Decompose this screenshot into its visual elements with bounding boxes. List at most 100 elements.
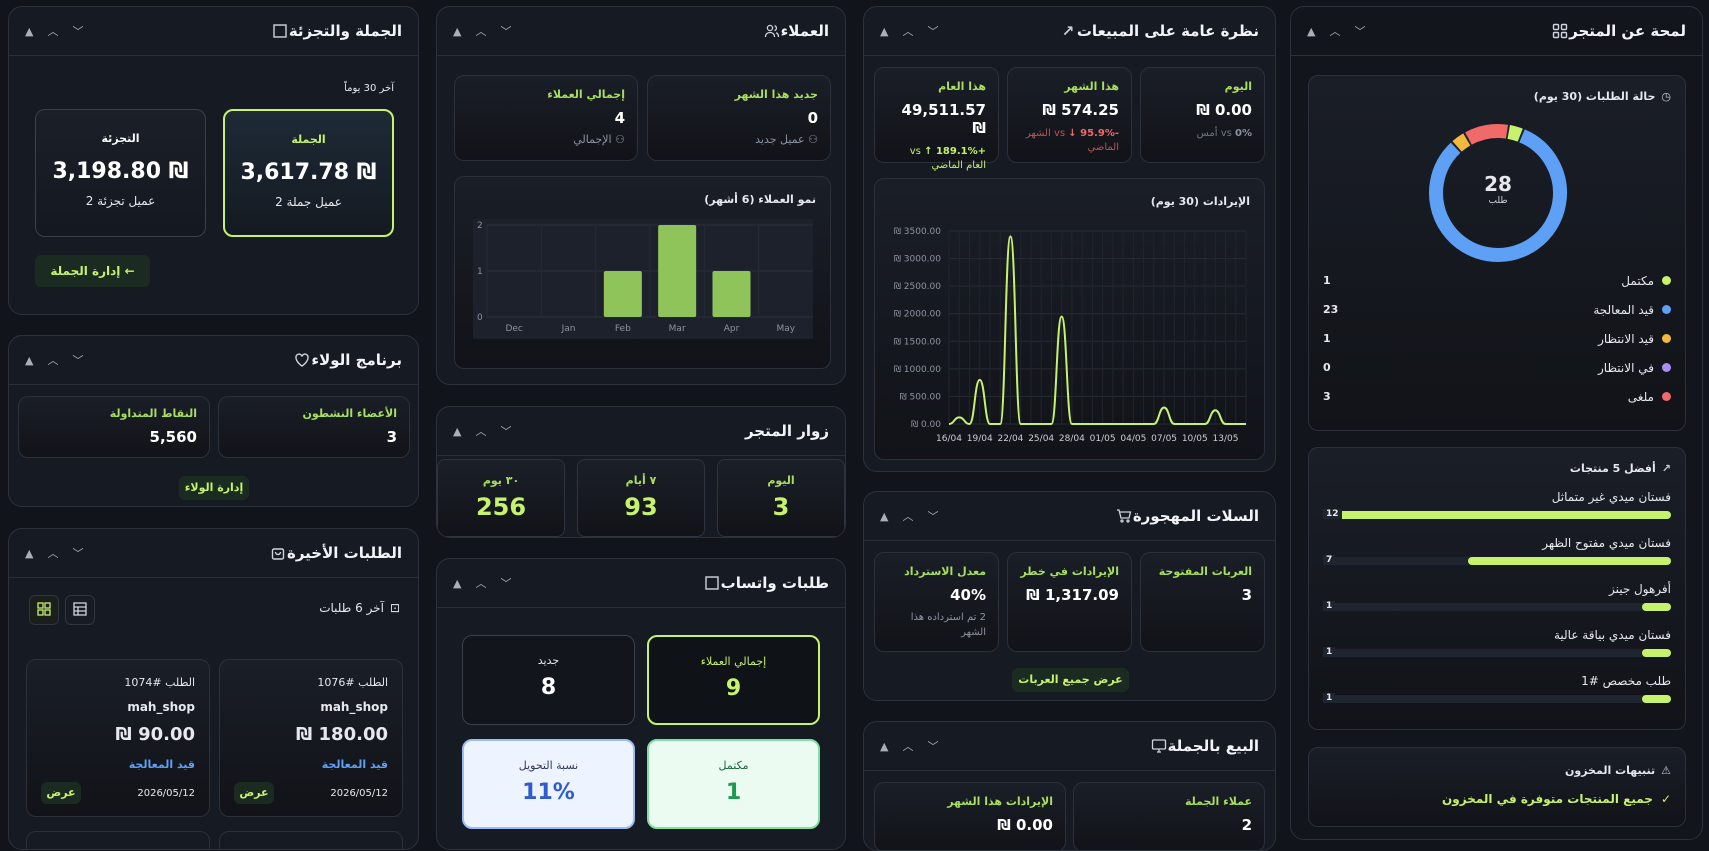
order-status-title: حالة الطلبات (30 يوم) [1534, 90, 1656, 103]
chevron-down-icon[interactable]: ﹀ [72, 545, 83, 561]
status-label-wrap: قيد الانتظار [1598, 332, 1671, 346]
total-customers-stat: إجمالي العملاء 4 ⚇ الإجمالي [454, 75, 638, 161]
grid-view-toggle[interactable] [29, 595, 59, 625]
y-tick-label: ₪ 2500.00 [894, 282, 941, 292]
chevron-up-icon[interactable]: ︿ [475, 423, 486, 439]
panel-title: نظرة عامة على المبيعات [1077, 22, 1259, 40]
collapse-icon[interactable]: ▲ [453, 25, 461, 38]
collapse-icon[interactable]: ▲ [880, 25, 888, 38]
whatsapp-orders-panel: طلبات واتساب ▲︿﹀ إجمالي العملاء 9 جديد 8… [436, 558, 846, 850]
chevron-up-icon[interactable]: ︿ [902, 508, 913, 524]
chevron-down-icon[interactable]: ﹀ [500, 423, 511, 439]
sales-stat-change: 0% [1235, 128, 1252, 139]
collapse-icon[interactable]: ▲ [880, 740, 888, 753]
open-carts-stat: العربات المفتوحة 3 [1140, 552, 1265, 652]
chevron-down-icon[interactable]: ﹀ [927, 508, 938, 524]
collapse-icon[interactable]: ▲ [880, 510, 888, 523]
sales-overview-header: ↗نظرة عامة على المبيعات ▲︿﹀ [864, 7, 1275, 56]
order-view-button[interactable]: عرض [234, 782, 274, 804]
collapse-icon[interactable]: ▲ [25, 25, 33, 38]
product-count: 1 [1323, 647, 1335, 657]
sales-stat-label: اليوم [1153, 80, 1252, 93]
y-tick-label: 0 [477, 313, 483, 323]
chevron-down-icon[interactable]: ﹀ [72, 23, 83, 39]
y-tick-label: ₪ 1500.00 [894, 337, 941, 347]
chevron-down-icon[interactable]: ﹀ [500, 23, 511, 39]
collapse-icon[interactable]: ▲ [1307, 25, 1315, 38]
product-item: أفرهول جينز 1 [1323, 582, 1671, 628]
status-label: في الانتظار [1598, 361, 1654, 375]
chevron-down-icon[interactable]: ﹀ [72, 352, 83, 368]
product-count: 1 [1323, 601, 1335, 611]
chevron-up-icon[interactable]: ︿ [475, 23, 486, 39]
sales-stat-label: هذا الشهر [1020, 80, 1119, 93]
visitor-stat-label: ٧ أيام [578, 474, 704, 487]
collapse-icon[interactable]: ▲ [25, 547, 33, 560]
collapse-icon[interactable]: ▲ [453, 577, 461, 590]
status-count: 0 [1323, 361, 1331, 374]
chevron-up-icon[interactable]: ︿ [902, 738, 913, 754]
order-status: قيد المعالجة [322, 758, 388, 771]
status-row: 0 في الانتظار [1323, 353, 1671, 382]
abandoned-carts-panel: السلات المهجورة ▲︿﹀ العربات المفتوحة 3 ا… [863, 491, 1276, 701]
store-visitors-header: زوار المتجر ▲︿﹀ [437, 407, 845, 456]
retail-card: التجزئة 3,198.80 ₪ 2 عميل تجزئة [35, 109, 206, 237]
wholesale-card: الجملة 3,617.78 ₪ 2 عميل جملة [223, 109, 394, 237]
chevron-up-icon[interactable]: ︿ [475, 575, 486, 591]
panel-title: برنامج الولاء [311, 351, 402, 369]
whatsapp-total-card: إجمالي العملاء 9 [647, 635, 820, 725]
table-view-toggle[interactable] [65, 595, 95, 625]
order-date: 2026/05/12 [137, 788, 195, 799]
chevron-up-icon[interactable]: ︿ [47, 23, 58, 39]
whatsapp-completed-card: مكتمل 1 [647, 739, 820, 829]
active-members-stat: الأعضاء النشطون 3 [218, 396, 410, 458]
product-name: فستان ميدي بياقة عالية [1554, 628, 1671, 642]
chevron-down-icon[interactable]: ﹀ [500, 575, 511, 591]
recent-orders-subtitle: آخر 6 طلبات [319, 601, 384, 615]
collapse-icon[interactable]: ▲ [25, 354, 33, 367]
manage-loyalty-button[interactable]: إدارة الولاء [179, 476, 249, 500]
view-all-carts-button[interactable]: عرض جميع العربات [1012, 668, 1129, 692]
chevron-up-icon[interactable]: ︿ [902, 23, 913, 39]
status-dot [1662, 363, 1671, 372]
status-label: ملغى [1628, 390, 1654, 404]
chevron-down-icon[interactable]: ﹀ [1354, 23, 1365, 39]
product-name: أفرهول جينز [1609, 582, 1671, 596]
y-tick-label: ₪ 3000.00 [894, 255, 941, 265]
status-count: 1 [1323, 332, 1331, 345]
panel-title: طلبات واتساب [721, 574, 829, 592]
order-number: الطلب #1076 [317, 676, 388, 689]
sales-stat-label: هذا العام [887, 80, 986, 93]
chevron-up-icon[interactable]: ︿ [1329, 23, 1340, 39]
stock-alerts-card: ⚠ تنبيهات المخزون ✓ جميع المنتجات متوفرة… [1308, 747, 1686, 827]
chevron-down-icon[interactable]: ﹀ [927, 23, 938, 39]
product-bar-track [1323, 511, 1671, 519]
chevron-down-icon[interactable]: ﹀ [927, 738, 938, 754]
x-tick-label: 10/05 [1182, 434, 1208, 444]
collapse-icon[interactable]: ▲ [453, 425, 461, 438]
order-customer: mah_shop [320, 700, 388, 714]
order-amount: 90.00 ₪ [116, 724, 195, 745]
order-amount: 180.00 ₪ [296, 724, 388, 745]
chevron-up-icon[interactable]: ︿ [47, 545, 58, 561]
order-status: قيد المعالجة [129, 758, 195, 771]
x-tick-label: 13/05 [1213, 434, 1239, 444]
panel-title: لمحة عن المتجر [1569, 22, 1686, 40]
stock-alerts-title: تنبيهات المخزون [1565, 764, 1655, 777]
chevron-up-icon[interactable]: ︿ [47, 352, 58, 368]
period-label: آخر 30 يوماً [344, 83, 394, 94]
status-label: قيد المعالجة [1593, 303, 1654, 317]
manage-wholesale-button[interactable]: إدارة الجملة ← [35, 255, 150, 287]
x-tick-label: 28/04 [1059, 434, 1085, 444]
order-view-button[interactable]: عرض [41, 782, 81, 804]
sales-stat-value: 49,511.57 ₪ [887, 101, 986, 137]
y-tick-label: ₪ 2000.00 [894, 310, 941, 320]
status-dot [1662, 334, 1671, 343]
square-icon [703, 574, 721, 592]
bag-icon [269, 544, 287, 562]
